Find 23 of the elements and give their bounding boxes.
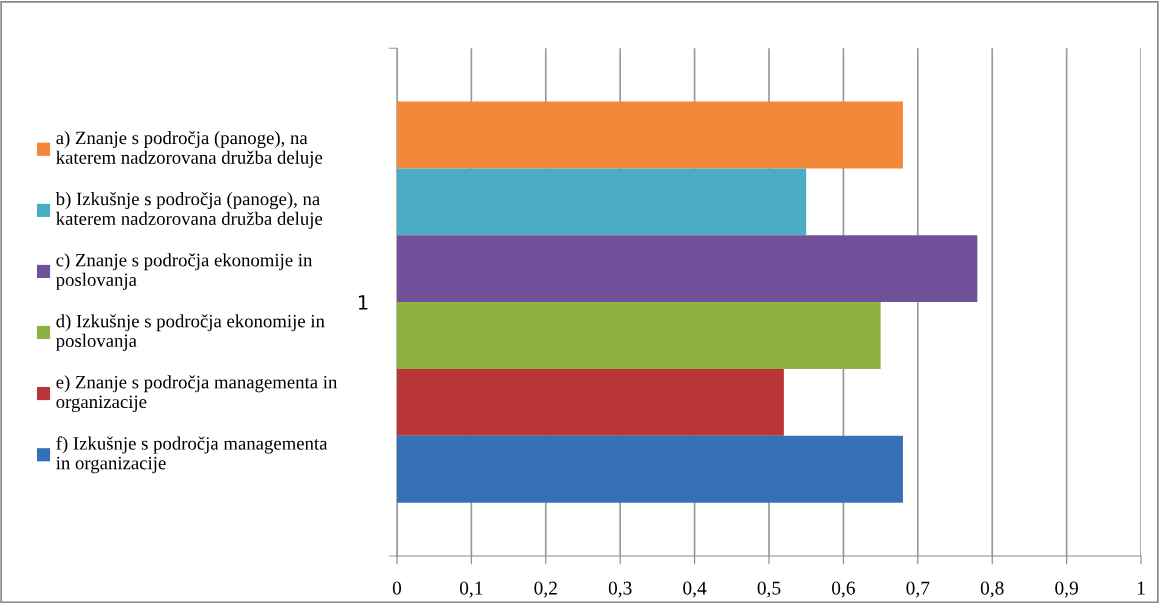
x-tick-label: 0,1 <box>459 581 483 598</box>
bar <box>396 168 807 236</box>
x-tick-label: 0,6 <box>831 581 855 598</box>
legend-label: c) Znanje s področja ekonomije in poslovanja <box>56 253 313 290</box>
legend-label: b) Izkušnje s področja (panoge), na katerem nadzorovana družba deluje <box>55 192 323 229</box>
x-tick-label: 0,5 <box>757 581 781 598</box>
x-tick-label: 0,7 <box>906 581 930 598</box>
x-tick-label: 0 <box>392 581 402 595</box>
x-tick-label: 1 <box>1137 581 1145 595</box>
bar <box>396 101 903 169</box>
legend-label: e) Znanje s področja managementa in organizacije <box>56 375 338 412</box>
bar <box>396 368 784 436</box>
legend-label: a) Znanje s področja (panoge), na katerem nadzorovana družba deluje <box>56 130 323 168</box>
x-tick-label: 0,3 <box>608 581 632 598</box>
bar <box>396 235 978 303</box>
bar <box>396 435 903 503</box>
x-tick-label: 0,8 <box>980 581 1004 598</box>
x-tick-label: 0,4 <box>683 581 707 598</box>
x-tick-label: 0,2 <box>534 581 557 598</box>
legend-label: f) Izkušnje s področja managementa in organizacije <box>56 436 328 474</box>
x-tick-label: 0,9 <box>1055 581 1078 598</box>
bar <box>396 302 881 369</box>
legend-label: d) Izkušnje s področja ekonomije in poslovanja <box>56 314 325 351</box>
